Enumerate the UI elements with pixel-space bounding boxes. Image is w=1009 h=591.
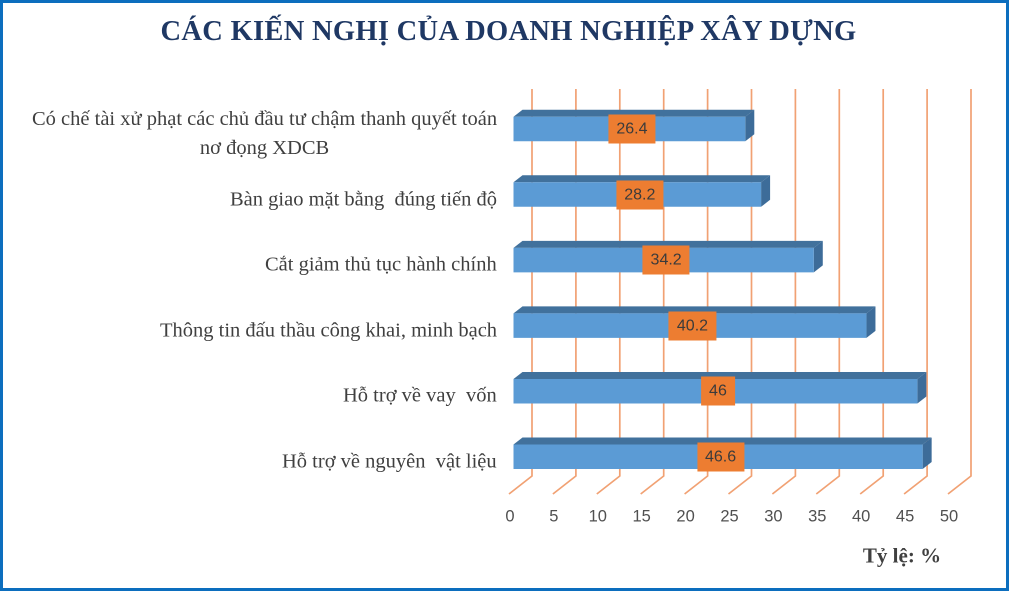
gridline — [903, 89, 928, 495]
gridline — [947, 89, 972, 495]
category-label-line: Hỗ trợ về vay vốn — [343, 384, 497, 407]
category-label-line: nơ đọng XDCB — [199, 136, 330, 159]
tick-label: 50 — [939, 507, 959, 525]
chart-title: CÁC KIẾN NGHỊ CỦA DOANH NGHIỆP XÂY DỰNG — [160, 16, 857, 47]
category-label: Cắt giảm thủ tục hành chính — [265, 251, 497, 280]
category-label: Bàn giao mặt bằng đúng tiến độ — [230, 185, 497, 214]
gridline — [859, 89, 885, 495]
bar-top-face — [513, 437, 932, 445]
tick-label: 0 — [505, 507, 515, 525]
category-label-line: Thông tin đấu thầu công khai, minh bạch — [160, 319, 498, 342]
category-label: Hỗ trợ về nguyên vật liệu — [282, 447, 497, 476]
value-label: 40.2 — [668, 311, 717, 341]
bar-top-face — [513, 306, 876, 314]
bar-top-face — [513, 371, 927, 379]
gridline — [552, 89, 577, 495]
tick-label: 40 — [852, 507, 871, 525]
category-label-line: Bàn giao mặt bằng đúng tiến độ — [230, 188, 498, 211]
tick-label: 20 — [676, 507, 695, 525]
category-label: Thông tin đấu thầu công khai, minh bạch — [160, 316, 497, 345]
tick-label: 25 — [720, 507, 739, 525]
value-label: 26.4 — [608, 114, 656, 144]
bar-end-face — [813, 240, 823, 273]
bar-end-face — [761, 175, 771, 207]
tick-label: 10 — [588, 507, 607, 525]
value-label: 46 — [701, 376, 735, 406]
bar-top-face — [513, 109, 755, 117]
value-label: 34.2 — [642, 245, 690, 275]
bar-end-face — [866, 306, 876, 338]
value-axis-title: Tỷ lệ: % — [862, 543, 942, 568]
category-label: Hỗ trợ về vay vốn — [343, 382, 497, 411]
value-label: 28.2 — [616, 180, 664, 210]
gridline — [640, 89, 665, 495]
gridline — [596, 89, 621, 495]
bar-end-face — [917, 371, 927, 404]
bar-end-face — [745, 109, 755, 142]
category-label-line: Hỗ trợ về nguyên vật liệu — [282, 450, 497, 473]
category-label-line: Có chế tài xử phạt các chủ đầu tư chậm t… — [32, 107, 498, 130]
tick-label: 45 — [895, 507, 915, 525]
gridline — [815, 89, 841, 495]
tick-label: 5 — [549, 507, 559, 525]
gridline — [684, 89, 709, 495]
tick-label: 15 — [632, 507, 651, 525]
category-label-line: Cắt giảm thủ tục hành chính — [265, 253, 497, 276]
tick-label: 30 — [764, 507, 783, 525]
category-label: Có chế tài xử phạt các chủ đầu tư chậm t… — [32, 105, 497, 163]
gridline — [727, 89, 753, 495]
bar-top-face — [513, 240, 823, 248]
gridline — [771, 89, 797, 495]
gridline — [508, 89, 533, 495]
value-label: 46.6 — [696, 442, 745, 472]
bar-end-face — [922, 437, 932, 470]
tick-label: 35 — [808, 507, 827, 525]
bar-top-face — [513, 175, 771, 183]
